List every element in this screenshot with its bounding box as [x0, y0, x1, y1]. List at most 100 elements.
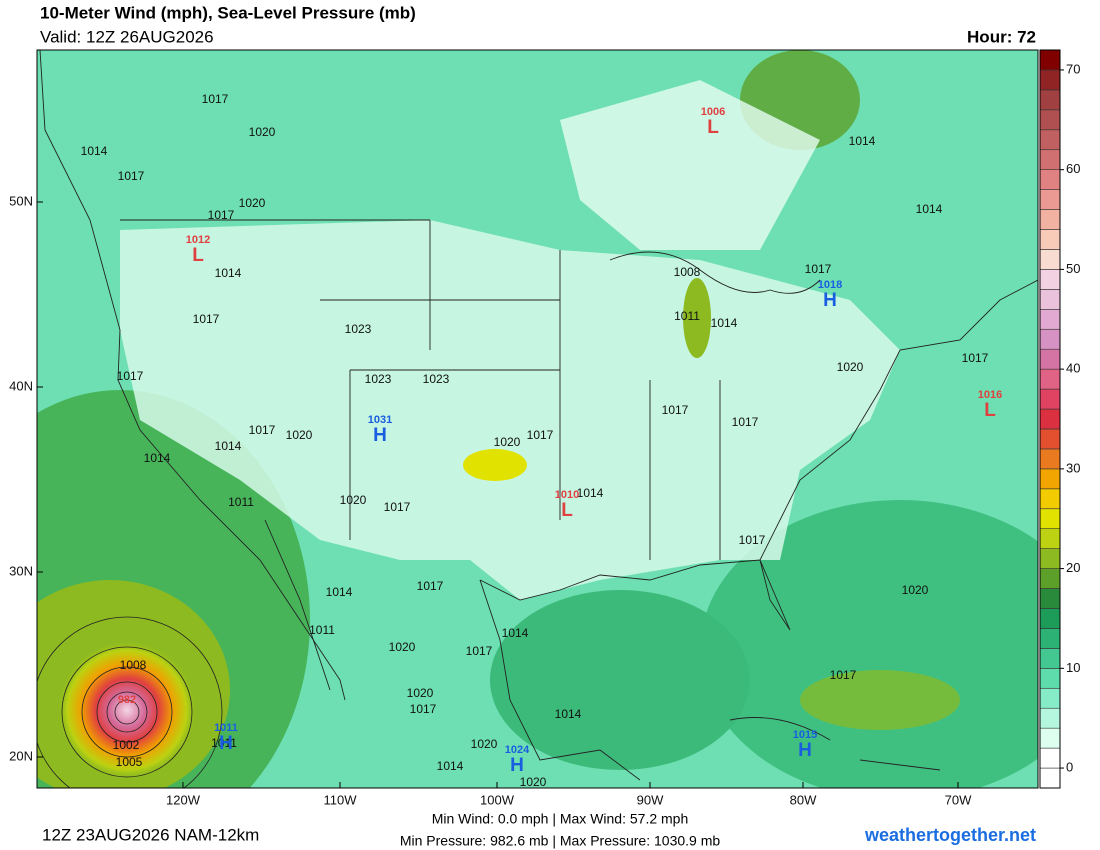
colorbar-segment [1039, 747, 1061, 769]
colorbar-segment [1039, 628, 1061, 649]
lat-label: 30N [9, 563, 33, 578]
map-frame [36, 49, 1039, 789]
lat-label: 20N [9, 748, 33, 763]
forecast-hour: Hour: 72 [967, 27, 1036, 46]
isobar-label: 1017 [527, 428, 554, 442]
isobar-label: 1020 [837, 360, 864, 374]
isobar-label: 1017 [417, 579, 444, 593]
center-symbol: L [707, 117, 719, 138]
colorbar-segment [1039, 249, 1061, 270]
isobar-label: 1014 [144, 451, 171, 465]
center-pressure: 1031 [368, 414, 392, 426]
colorbar-label: 10 [1066, 660, 1080, 675]
isobar-label: 1014 [502, 626, 529, 640]
colorbar-label: 20 [1066, 560, 1080, 575]
colorbar: 0 10 20 30 40 50 60 70 [1039, 49, 1080, 789]
site-credit: weathertogether.net [864, 825, 1036, 845]
colorbar-segment [1039, 49, 1061, 71]
colorbar-segment [1039, 548, 1061, 569]
isobar-label: 1023 [345, 322, 372, 336]
isobar-label: 1017 [249, 423, 276, 437]
colorbar-segment [1039, 348, 1061, 370]
isobar-label: 1017 [739, 533, 766, 547]
center-pressure: 1018 [818, 279, 842, 291]
isobar-label: 1020 [286, 428, 313, 442]
colorbar-label: 30 [1066, 460, 1080, 475]
center-pressure: 1010 [555, 489, 579, 501]
colorbar-segment [1039, 687, 1061, 709]
colorbar-segment [1039, 648, 1061, 669]
colorbar-segment [1039, 707, 1061, 729]
wind-stats: Min Wind: 0.0 mph | Max Wind: 57.2 mph [432, 811, 689, 827]
isobar-label: 1017 [805, 262, 832, 276]
isobar-label: 1017 [410, 702, 437, 716]
isobar-label: 1020 [902, 583, 929, 597]
isobar-label: 1014 [916, 202, 943, 216]
isobar-label: 1008 [674, 265, 701, 279]
isobar-label: 1020 [389, 640, 416, 654]
colorbar-segment [1039, 328, 1061, 350]
center-symbol: L [192, 245, 204, 266]
center-pressure: 1015 [793, 729, 817, 741]
isobar-label: 1020 [249, 125, 276, 139]
lon-label: 80W [790, 792, 817, 807]
isobar-label: 1017 [662, 403, 689, 417]
colorbar-segment [1039, 269, 1061, 290]
isobar-label: 1002 [113, 738, 140, 752]
isobar-label: 1014 [555, 707, 582, 721]
colorbar-label: 50 [1066, 261, 1080, 276]
colorbar-segment [1039, 289, 1061, 310]
map-labels: 50N 40N 30N 20N 120W 110W 100W 90W 80W 70W 1017 102… [9, 92, 1002, 807]
center-pressure: 1016 [978, 389, 1002, 401]
isobar-label: 1011 [228, 495, 254, 509]
colorbar-segment [1039, 767, 1061, 789]
isobar-label: 1023 [423, 372, 450, 386]
isobar-label: 1017 [193, 312, 220, 326]
center-symbol: L [561, 500, 573, 521]
colorbar-segment [1039, 668, 1061, 689]
colorbar-segment [1039, 89, 1061, 111]
pressure-stats: Min Pressure: 982.6 mb | Max Pressure: 1… [400, 833, 721, 849]
colorbar-segment [1039, 229, 1061, 250]
isobar-label: 1017 [830, 668, 857, 682]
isobar-label: 1020 [471, 737, 498, 751]
colorbar-segment [1039, 488, 1061, 510]
colorbar-segment [1039, 528, 1061, 549]
center-symbol: H [798, 740, 812, 761]
isobar-label: 1020 [340, 493, 367, 507]
isobar-label: 1011 [309, 623, 335, 637]
colorbar-frame [1039, 49, 1061, 789]
isobar-label: 1020 [494, 435, 521, 449]
colorbar-segment [1039, 368, 1061, 390]
isobar-label: 1017 [117, 369, 144, 383]
colorbar-segment [1039, 468, 1061, 490]
map-field [37, 50, 1038, 788]
isobar-label: 1014 [81, 144, 108, 158]
center-pressure: 1006 [701, 106, 725, 118]
isobar-label: 1011 [211, 736, 237, 750]
colorbar-segment [1039, 129, 1061, 151]
lon-label: 90W [637, 792, 664, 807]
colorbar-label: 40 [1066, 361, 1080, 376]
center-symbol: L [984, 400, 996, 421]
colorbar-segment [1039, 568, 1061, 589]
lon-label: 110W [324, 792, 358, 807]
lon-label: 70W [945, 792, 972, 807]
center-symbol: H [373, 425, 387, 446]
isobar-label: 1014 [215, 439, 242, 453]
isobar-label: 1005 [116, 755, 143, 769]
isobar-label: 1014 [849, 134, 876, 148]
colorbar-label: 70 [1066, 61, 1080, 76]
colorbar-segment [1039, 109, 1061, 131]
center-pressure: 1024 [505, 744, 530, 756]
isobar-label: 1017 [202, 92, 229, 106]
colorbar-segment [1039, 149, 1061, 170]
isobar-label: 1014 [215, 266, 242, 280]
isobar-label: 1017 [384, 500, 411, 514]
colorbar-segment [1039, 588, 1061, 609]
isobar-label: 1014 [437, 759, 464, 773]
isobar-label: 1017 [118, 169, 145, 183]
isobar-label: 1017 [962, 351, 989, 365]
valid-time: Valid: 12Z 26AUG2026 [40, 27, 214, 46]
